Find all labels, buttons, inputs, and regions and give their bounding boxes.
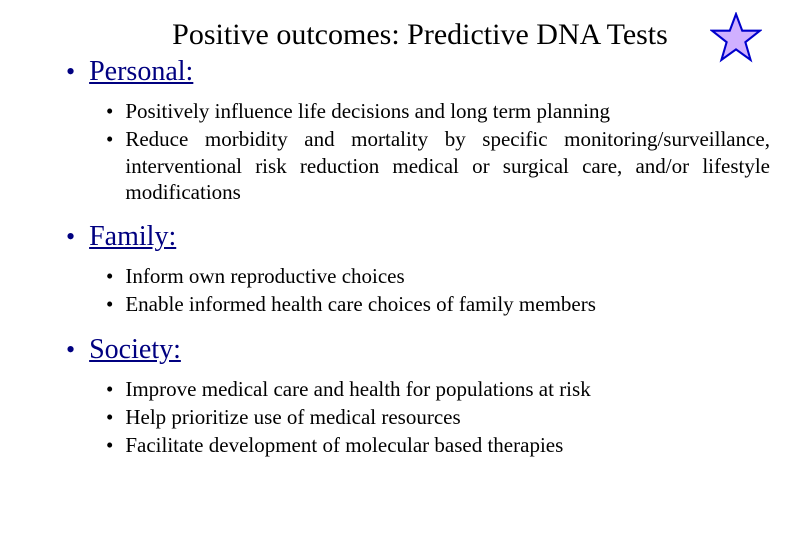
bullet-icon: • — [106, 432, 113, 458]
sub-list: • Positively influence life decisions an… — [66, 98, 770, 205]
item-text: Reduce morbidity and mortality by specif… — [125, 126, 770, 205]
bullet-icon: • — [106, 126, 113, 152]
section-header-row: • Society: — [66, 334, 770, 366]
item-text: Help prioritize use of medical resources — [125, 404, 770, 430]
section-header: Family: — [89, 221, 176, 253]
section-header: Society: — [89, 334, 181, 366]
section-personal: • Personal: • Positively influence life … — [66, 56, 770, 205]
item-text: Facilitate development of molecular base… — [125, 432, 770, 458]
section-society: • Society: • Improve medical care and he… — [66, 334, 770, 459]
sub-list: • Inform own reproductive choices • Enab… — [66, 263, 770, 318]
list-item: • Improve medical care and health for po… — [106, 376, 770, 402]
item-text: Enable informed health care choices of f… — [125, 291, 770, 317]
section-family: • Family: • Inform own reproductive choi… — [66, 221, 770, 318]
star-icon — [710, 12, 762, 69]
bullet-icon: • — [106, 263, 113, 289]
item-text: Positively influence life decisions and … — [125, 98, 770, 124]
list-item: • Facilitate development of molecular ba… — [106, 432, 770, 458]
bullet-icon: • — [106, 376, 113, 402]
list-item: • Help prioritize use of medical resourc… — [106, 404, 770, 430]
section-header-row: • Family: — [66, 221, 770, 253]
list-item: • Positively influence life decisions an… — [106, 98, 770, 124]
bullet-icon: • — [66, 337, 75, 363]
item-text: Improve medical care and health for popu… — [125, 376, 770, 402]
item-text: Inform own reproductive choices — [125, 263, 770, 289]
slide-title: Positive outcomes: Predictive DNA Tests — [70, 18, 770, 52]
bullet-icon: • — [66, 59, 75, 85]
sections: • Personal: • Positively influence life … — [40, 56, 770, 458]
list-item: • Inform own reproductive choices — [106, 263, 770, 289]
bullet-icon: • — [106, 98, 113, 124]
section-header: Personal: — [89, 56, 193, 88]
section-header-row: • Personal: — [66, 56, 770, 88]
bullet-icon: • — [106, 404, 113, 430]
list-item: • Reduce morbidity and mortality by spec… — [106, 126, 770, 205]
bullet-icon: • — [106, 291, 113, 317]
list-item: • Enable informed health care choices of… — [106, 291, 770, 317]
sub-list: • Improve medical care and health for po… — [66, 376, 770, 459]
bullet-icon: • — [66, 224, 75, 250]
